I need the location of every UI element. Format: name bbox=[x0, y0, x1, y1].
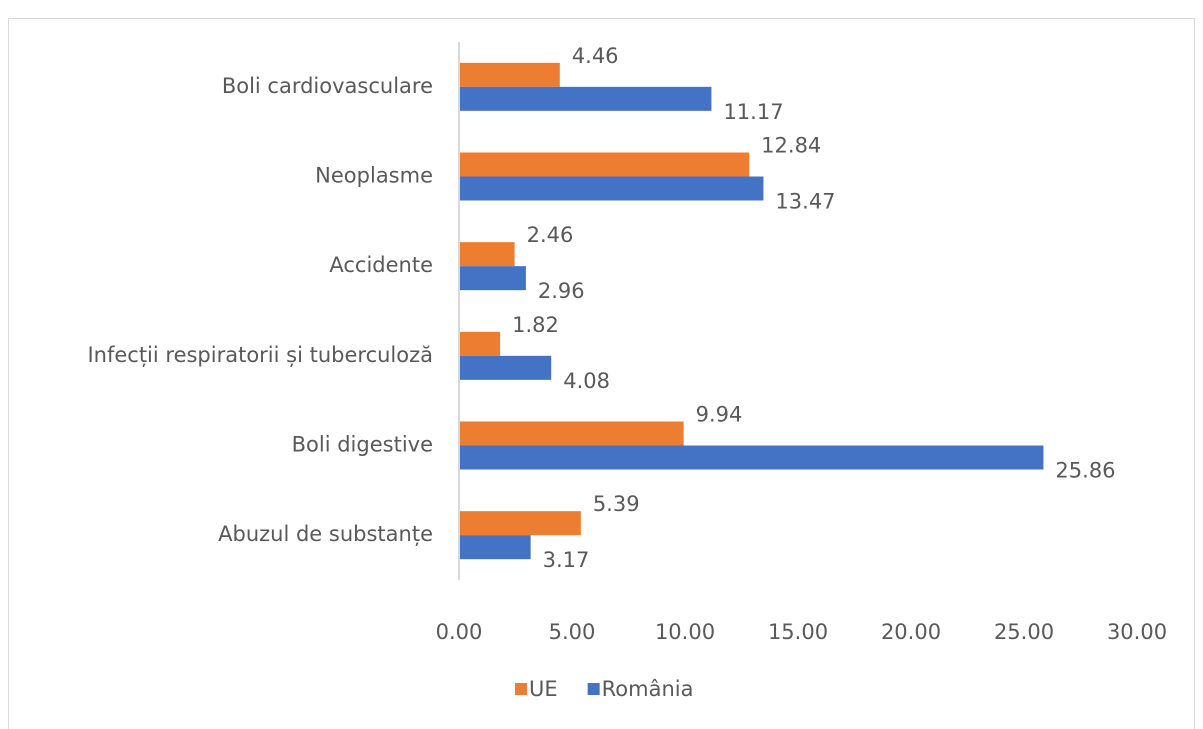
y-tick-label: Neoplasme bbox=[315, 164, 433, 188]
legend-label: UE bbox=[529, 677, 558, 701]
bar bbox=[459, 421, 684, 446]
data-label: 4.46 bbox=[572, 44, 619, 68]
y-tick-label: Accidente bbox=[329, 253, 433, 277]
bar bbox=[459, 445, 1044, 470]
legend-label: România bbox=[602, 677, 694, 701]
x-tick-label: 20.00 bbox=[881, 620, 941, 644]
data-label: 9.94 bbox=[696, 403, 743, 427]
bar bbox=[459, 355, 552, 380]
y-tick-label: Boli digestive bbox=[292, 433, 433, 457]
x-tick-label: 25.00 bbox=[994, 620, 1054, 644]
bar bbox=[459, 511, 581, 536]
x-tick-label: 15.00 bbox=[768, 620, 828, 644]
bar bbox=[459, 535, 531, 560]
chart-border bbox=[8, 18, 1195, 729]
bar bbox=[459, 152, 750, 177]
data-label: 5.39 bbox=[593, 492, 640, 516]
bar bbox=[459, 266, 526, 291]
data-label: 11.17 bbox=[723, 100, 783, 124]
bar bbox=[459, 176, 764, 201]
x-tick-label: 10.00 bbox=[655, 620, 715, 644]
bar bbox=[459, 331, 501, 356]
x-tick-label: 5.00 bbox=[549, 620, 596, 644]
bar bbox=[459, 86, 712, 111]
data-label: 25.86 bbox=[1055, 459, 1115, 483]
bar bbox=[459, 242, 515, 267]
data-label: 2.96 bbox=[538, 279, 585, 303]
x-tick-label: 30.00 bbox=[1107, 620, 1167, 644]
data-label: 1.82 bbox=[512, 313, 559, 337]
data-label: 3.17 bbox=[543, 548, 590, 572]
data-label: 4.08 bbox=[563, 369, 610, 393]
legend-swatch bbox=[587, 683, 600, 695]
y-tick-label: Boli cardiovasculare bbox=[222, 74, 433, 98]
y-tick-label: Abuzul de substanțe bbox=[218, 522, 433, 546]
data-label: 12.84 bbox=[761, 134, 821, 158]
legend-swatch bbox=[515, 683, 527, 695]
y-tick-label: Infecții respiratorii și tuberculoză bbox=[87, 343, 433, 367]
x-tick-label: 0.00 bbox=[436, 620, 483, 644]
bar bbox=[459, 62, 560, 87]
data-label: 13.47 bbox=[775, 190, 835, 214]
data-label: 2.46 bbox=[527, 223, 574, 247]
